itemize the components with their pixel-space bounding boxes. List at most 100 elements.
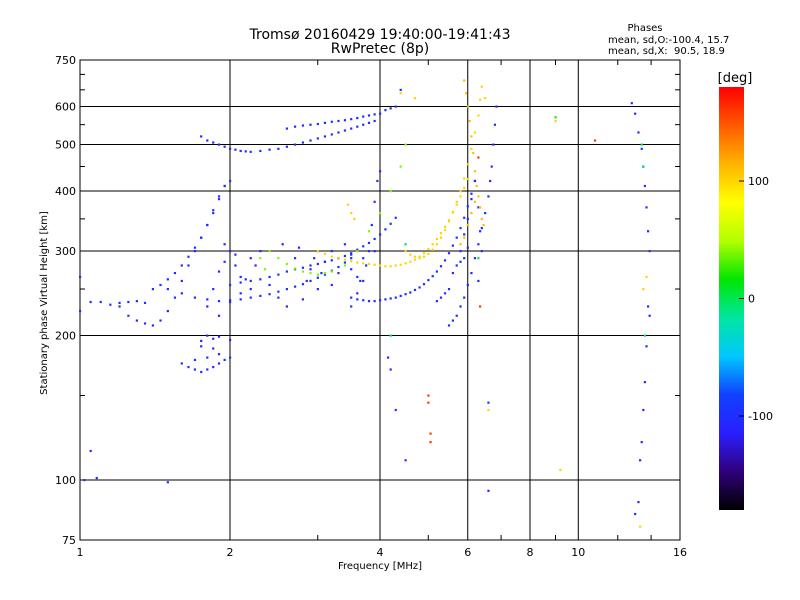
echo-point [268, 275, 271, 279]
echo-point [212, 347, 215, 350]
echo-point [259, 278, 262, 281]
echo-point [418, 286, 421, 289]
echo-point [95, 476, 98, 480]
echo-point [362, 115, 365, 118]
echo-point [83, 479, 86, 482]
echo-point [559, 468, 562, 472]
echo-point [384, 109, 387, 112]
echo-point [389, 297, 392, 300]
echo-point [404, 459, 407, 462]
echo-point [249, 296, 252, 299]
echo-point [487, 401, 490, 404]
echo-point [634, 512, 637, 516]
echo-point [459, 250, 462, 253]
echo-point [301, 124, 305, 127]
echo-point [399, 263, 402, 266]
echo-point [399, 92, 402, 95]
echo-point [337, 131, 340, 134]
echo-point [180, 279, 183, 283]
echo-point [217, 195, 221, 198]
echo-point [490, 165, 493, 168]
echo-point [316, 262, 319, 266]
echo-point [89, 300, 92, 304]
echo-point [323, 271, 327, 275]
echo-point [376, 179, 379, 183]
echo-point [323, 260, 327, 263]
echo-point [356, 261, 359, 264]
echo-point [343, 243, 347, 246]
echo-point [249, 288, 252, 291]
echo-point [281, 243, 284, 246]
y-tick-label: 200 [55, 330, 76, 343]
echo-point [305, 279, 308, 283]
echo-point [480, 217, 483, 221]
echo-point [479, 305, 482, 308]
echo-point [223, 243, 226, 246]
echo-point [268, 293, 271, 296]
echo-point [645, 206, 648, 209]
echo-point [193, 296, 197, 299]
echo-point [234, 264, 237, 267]
echo-point [427, 252, 430, 256]
echo-point [159, 283, 162, 287]
echo-point [642, 408, 645, 412]
echo-point [268, 148, 271, 151]
echo-point [343, 261, 347, 264]
echo-point [356, 298, 359, 301]
echo-point [239, 281, 242, 284]
echo-point [470, 135, 473, 138]
echo-point [466, 283, 469, 287]
echo-point [239, 292, 242, 295]
echo-point [418, 255, 421, 258]
echo-point [493, 123, 497, 126]
echo-point [373, 200, 376, 203]
echo-point [249, 279, 252, 283]
echo-point [367, 121, 371, 124]
echo-point [487, 489, 490, 492]
echo-point [285, 270, 288, 273]
echo-point [455, 200, 458, 203]
echo-point [646, 305, 650, 308]
echo-point [642, 288, 645, 291]
echo-point [477, 156, 480, 159]
echo-point [223, 184, 226, 188]
echo-point [463, 296, 466, 299]
echo-point [373, 237, 376, 241]
echo-point [187, 264, 190, 267]
echo-point [413, 288, 417, 292]
echo-point [166, 278, 169, 281]
echo-point [301, 270, 305, 273]
echo-point [356, 250, 359, 253]
echo-point [475, 184, 478, 188]
echo-point [356, 292, 359, 295]
echo-point [367, 114, 371, 117]
echo-point [229, 299, 232, 302]
echo-point [293, 257, 297, 260]
echo-point [367, 300, 371, 303]
echo-point [200, 345, 203, 348]
echo-point [413, 255, 417, 258]
echo-point [479, 98, 482, 101]
y-tick-label: 100 [55, 474, 76, 487]
echo-point [477, 206, 480, 209]
echo-point [313, 257, 316, 260]
echo-point [259, 294, 262, 297]
echo-point [394, 216, 397, 219]
echo-point [648, 250, 651, 253]
echo-point [109, 303, 112, 306]
echo-point [451, 319, 455, 322]
echo-point [217, 143, 221, 146]
echo-point [239, 298, 242, 301]
echo-point [554, 119, 557, 123]
echo-point [427, 394, 430, 397]
echo-point [79, 309, 82, 313]
echo-point [399, 88, 402, 92]
echo-point [268, 250, 271, 253]
echo-point [439, 232, 443, 235]
echo-point [206, 139, 209, 142]
echo-point [459, 195, 462, 198]
y-tick-label: 300 [55, 245, 76, 258]
echo-point [413, 97, 417, 100]
echo-point [200, 370, 203, 374]
echo-point [367, 250, 371, 253]
